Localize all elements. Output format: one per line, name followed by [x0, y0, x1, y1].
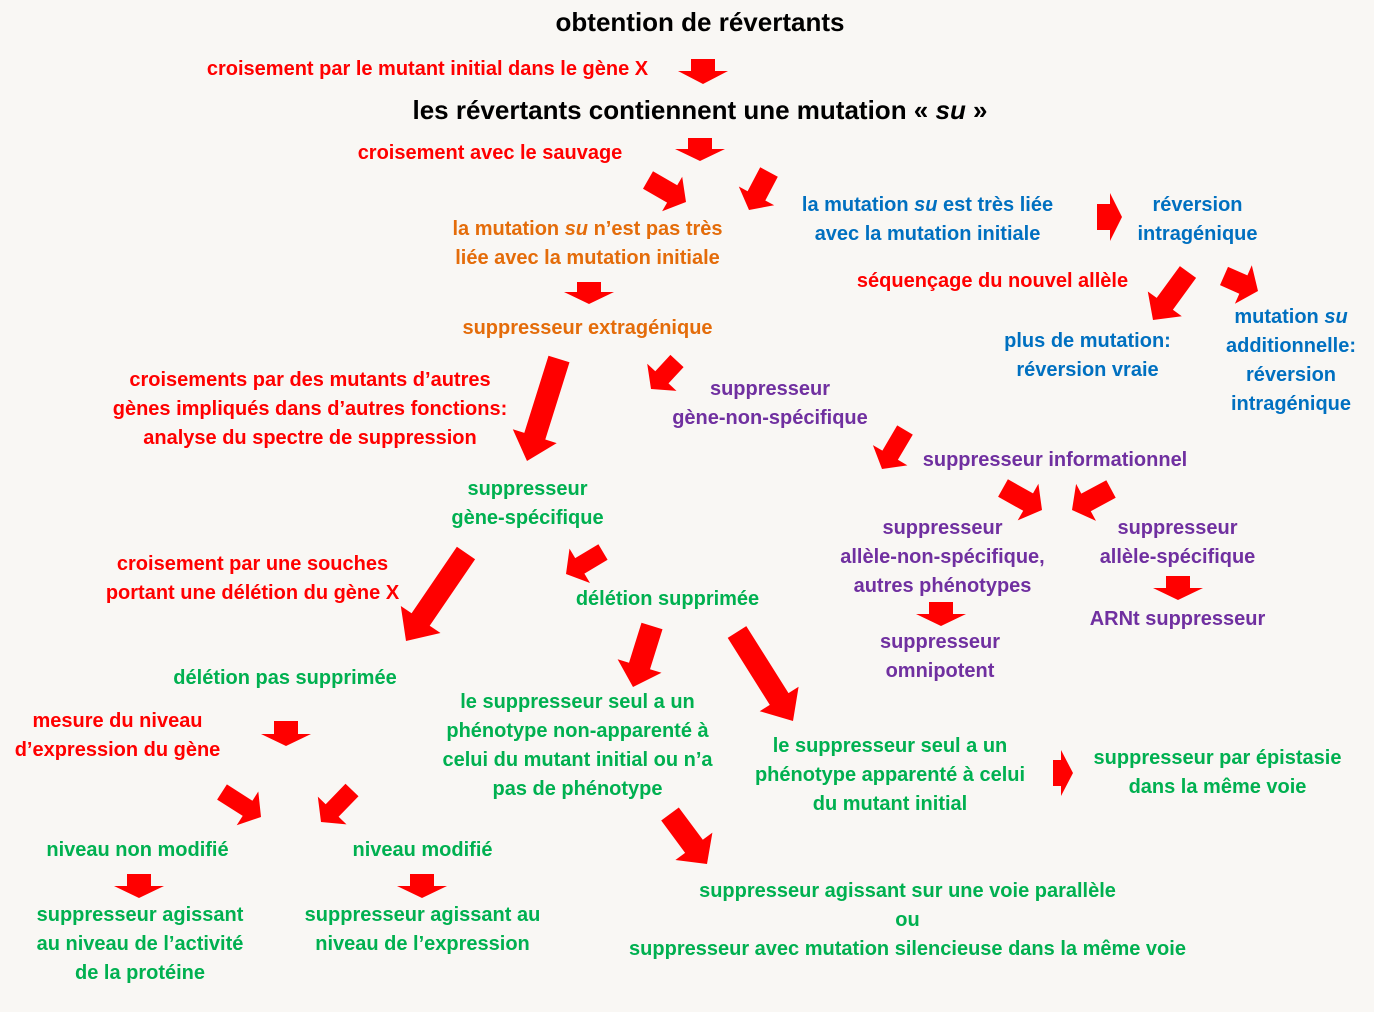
parallel-pathway-suppressor: suppresseur agissant sur une voie parall… — [629, 880, 1186, 960]
related-phenotype: le suppresseur seul a un phénotype appar… — [754, 735, 1026, 815]
arrow-to-expression-level — [397, 874, 447, 898]
arrow-to-omnipotent — [916, 602, 966, 626]
arrow-to-trna — [1153, 576, 1203, 600]
measure-expression: mesure du niveau d’expression du gène — [14, 710, 221, 761]
arrow-to-true-reversion — [1147, 266, 1197, 320]
arrow-to-extragenic — [564, 282, 614, 304]
arrow-to-deletion-suppressed — [566, 544, 608, 583]
level-changed: niveau modifié — [352, 839, 493, 861]
arrow-to-protein-activity — [114, 874, 164, 898]
expression-level-suppressor: suppresseur agissant au niveau de l’expr… — [304, 904, 541, 955]
arrow-to-levels — [261, 721, 311, 746]
allele-specific-suppressor: suppresseur allèle-spécifique — [1099, 517, 1256, 568]
arrow-to-not-linked — [643, 171, 686, 212]
arrow-to-deletion-not-suppressed — [400, 546, 476, 641]
arrow-cross-wild — [675, 138, 725, 161]
level-unchanged: niveau non modifié — [46, 839, 229, 861]
intragenic-reversion: réversion intragénique — [1137, 194, 1258, 245]
deletion-not-suppressed: délétion pas supprimée — [173, 667, 397, 689]
arrow-to-level-unchanged — [217, 784, 261, 826]
arrow-to-related — [727, 626, 799, 721]
gene-nonspecific-suppressor: suppresseur gène-non-spécifique — [672, 378, 868, 429]
arrow-to-unrelated — [617, 622, 663, 687]
true-reversion: plus de mutation: réversion vraie — [1004, 330, 1171, 381]
arrow-to-parallel — [661, 807, 713, 864]
arrow-to-epistasis — [1053, 750, 1073, 796]
su-linked: la mutation su est très liée avec la mut… — [801, 194, 1054, 245]
omnipotent-suppressor: suppresseur omnipotent — [879, 631, 1001, 682]
arrow-to-allele-specific — [1072, 480, 1116, 521]
deletion-cross: croisement par une souches portant une d… — [105, 553, 400, 604]
protein-activity-suppressor: suppresseur agissant au niveau de l’acti… — [36, 904, 244, 984]
additional-su-mutation: mutation su additionnelle: réversion int… — [1226, 306, 1356, 415]
title: obtention de révertants — [555, 7, 845, 37]
arrow-to-additional — [1220, 265, 1258, 304]
deletion-suppressed: délétion supprimée — [575, 588, 760, 610]
arrow-to-level-changed — [317, 783, 359, 825]
arrow-to-informational — [872, 425, 913, 469]
trna-suppressor: ARNt suppresseur — [1089, 608, 1266, 630]
arrow-to-su-mutation — [678, 59, 728, 84]
su-not-linked: la mutation su n’est pas très liée avec … — [452, 218, 723, 269]
arrow-to-linked — [738, 167, 778, 210]
arrow-to-gene-specific — [512, 355, 570, 461]
allele-nonspecific-suppressor: suppresseur allèle-non-spécifique, autre… — [840, 517, 1045, 597]
unrelated-phenotype: le suppresseur seul a un phénotype non-a… — [442, 691, 713, 800]
extragenic-suppressor: suppresseur extragénique — [462, 317, 713, 339]
arrow-to-intragenic — [1097, 193, 1122, 241]
sequencing-label: séquençage du nouvel allèle — [856, 270, 1129, 292]
cross-wild-label: croisement avec le sauvage — [357, 142, 623, 164]
epistasis-suppressor: suppresseur par épistasie dans la même v… — [1093, 747, 1342, 798]
cross-initial-label: croisement par le mutant initial dans le… — [206, 58, 649, 80]
informational-suppressor: suppresseur informationnel — [922, 449, 1188, 471]
suppression-spectrum: croisements par des mutants d’autres gèn… — [112, 369, 508, 449]
revertants-su-mutation: les révertants contiennent une mutation … — [412, 95, 988, 125]
arrow-to-gene-nonspecific — [647, 354, 684, 391]
gene-specific-suppressor: suppresseur gène-spécifique — [451, 478, 604, 529]
arrow-to-allele-nonspecific — [998, 479, 1042, 521]
